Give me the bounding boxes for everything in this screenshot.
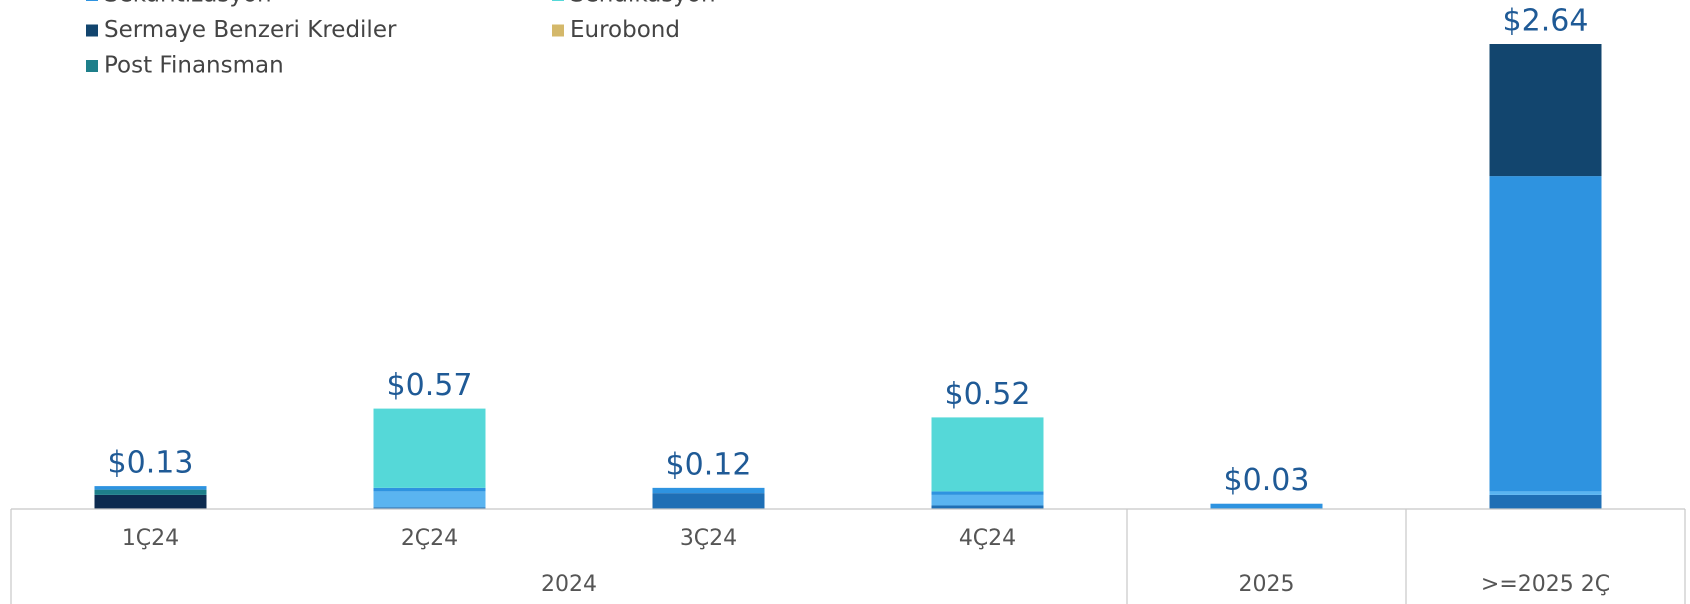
legend-swatch (552, 24, 564, 37)
bar-segment (94, 489, 207, 495)
bar-segment (652, 493, 765, 509)
x-tick-label: 1Ç24 (122, 526, 179, 551)
bar-segment (373, 507, 486, 509)
bar-segment (373, 408, 486, 488)
bar-segment (1489, 494, 1602, 509)
bar-segment (1210, 503, 1323, 509)
x-tick-label: 2Ç24 (401, 526, 458, 551)
legend-swatch (552, 0, 564, 1)
group-label: 2025 (1239, 572, 1295, 597)
x-tick-label: 4Ç24 (959, 526, 1016, 551)
bar-segment (931, 494, 1044, 506)
legend-label: Post Finansman (104, 53, 284, 79)
bar-segment (94, 494, 207, 509)
legend-swatch (86, 60, 98, 72)
bar-segment (1489, 176, 1602, 492)
total-label: $0.13 (108, 446, 194, 481)
bar-segment (1489, 44, 1602, 177)
bar-segment (94, 486, 207, 490)
legend-swatch (86, 24, 98, 37)
total-label: $0.52 (945, 377, 1031, 412)
bar-segment (373, 491, 486, 508)
legend-label: Sermaye Benzeri Krediler (104, 17, 397, 43)
bar-segment (931, 491, 1044, 495)
group-label: >=2025 2Ç (1481, 572, 1610, 597)
total-label: $2.64 (1503, 4, 1589, 39)
total-label: $0.03 (1224, 463, 1310, 498)
total-label: $0.57 (387, 368, 473, 403)
legend-swatch (86, 0, 98, 1)
total-label: $0.12 (666, 447, 752, 482)
bar-segment (373, 487, 486, 492)
group-label: 2024 (541, 572, 597, 597)
bar-segment (652, 487, 765, 494)
legend-label: Sekuritizasyon (104, 0, 272, 8)
bar-segment (1489, 491, 1602, 495)
legend-label: Sendikasyon (570, 0, 716, 8)
legend-label: Eurobond (570, 17, 680, 43)
bar-segment (931, 417, 1044, 492)
x-tick-label: 3Ç24 (680, 526, 737, 551)
bar-segment (931, 505, 1044, 509)
